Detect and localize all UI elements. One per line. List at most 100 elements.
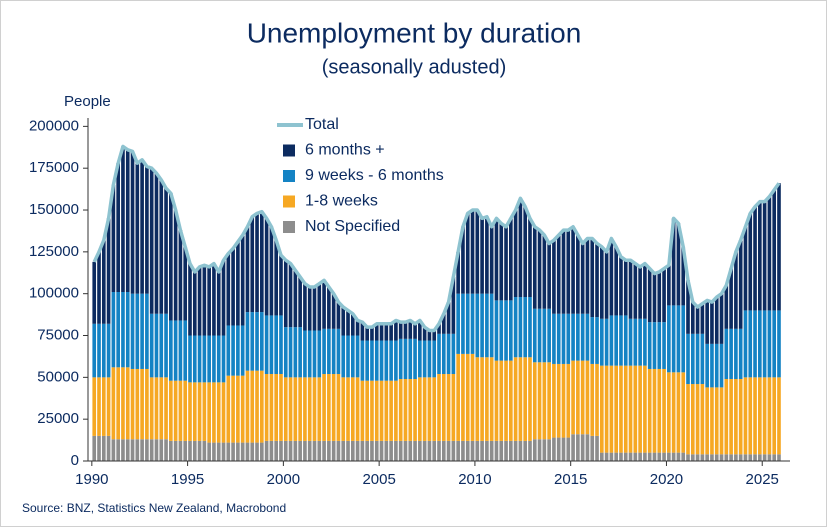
bar-segment [159, 313, 164, 378]
bar-segment [260, 442, 264, 461]
bar-segment [159, 439, 164, 461]
bar-segment [556, 313, 561, 364]
bar-segment [528, 218, 532, 298]
bar-segment [647, 322, 652, 369]
bar-segment [566, 437, 571, 461]
bar-segment [571, 313, 575, 361]
bar-segment [667, 265, 671, 306]
bar-segment [542, 439, 547, 461]
bar-segment [216, 271, 221, 336]
bar-segment [652, 368, 657, 453]
bar-segment [418, 377, 422, 441]
bar-segment [346, 335, 350, 378]
bar-segment [523, 206, 528, 298]
bar-segment [379, 380, 384, 441]
bar-segment [758, 454, 762, 461]
bar-segment [116, 163, 120, 293]
bar-segment [532, 226, 537, 309]
bar-segment [681, 305, 686, 373]
bar-segment [599, 246, 604, 319]
bar-segment [135, 439, 140, 461]
bar-segment [298, 276, 302, 328]
bar-segment [623, 365, 628, 453]
bar-segment [140, 159, 144, 294]
bar-segment [183, 246, 188, 321]
bar-segment [231, 375, 235, 443]
bar-segment [384, 440, 389, 461]
bar-segment [647, 368, 652, 453]
chart-title: Unemployment by duration [247, 17, 582, 48]
bar-segment [394, 440, 398, 461]
bar-segment [710, 343, 714, 388]
bar-segment [738, 454, 743, 461]
bar-segment [303, 377, 307, 441]
bar-segment [154, 377, 159, 440]
bar-segment [762, 201, 767, 311]
bar-segment [614, 452, 618, 461]
bar-segment [336, 328, 341, 374]
bar-segment [552, 363, 556, 438]
bar-segment [92, 261, 97, 324]
bar-segment [580, 243, 585, 314]
bar-segment [758, 377, 762, 455]
bar-segment [192, 440, 197, 461]
bar-segment [743, 310, 748, 378]
bar-segment [437, 323, 441, 334]
x-tick-label: 2025 [746, 471, 779, 488]
bar-segment [638, 318, 642, 366]
bar-segment [250, 442, 255, 461]
bar-segment [178, 380, 183, 441]
bar-segment [499, 360, 504, 441]
bar-segment [743, 377, 748, 455]
bar-segment [437, 333, 441, 374]
bar-segment [135, 163, 140, 294]
bar-segment [269, 226, 274, 316]
bar-segment [614, 315, 618, 366]
bar-segment [595, 243, 599, 318]
bar-segment [116, 367, 120, 440]
bar-segment [394, 320, 398, 341]
bar-segment [489, 293, 494, 358]
bar-segment [269, 440, 274, 461]
bar-segment [623, 260, 628, 316]
y-tick-label: 100000 [29, 285, 79, 302]
bar-segment [164, 439, 168, 461]
bar-segment [710, 454, 714, 461]
bar-segment [413, 323, 417, 339]
bar-segment [662, 322, 666, 369]
bar-segment [628, 365, 633, 453]
bar-segment [686, 454, 690, 461]
bar-segment [154, 439, 159, 461]
bar-segment [638, 266, 642, 319]
bar-segment [695, 333, 700, 385]
bar-segment [173, 320, 178, 381]
bar-segment [226, 442, 231, 461]
bar-segment [221, 442, 226, 461]
bar-segment [537, 439, 542, 461]
bar-segment [714, 297, 719, 344]
bar-segment [341, 307, 346, 336]
bar-segment [772, 377, 777, 455]
bar-segment [97, 251, 101, 324]
bar-segment [451, 333, 456, 374]
bar-segment [595, 317, 599, 364]
bar-segment [389, 440, 393, 461]
bar-segment [465, 293, 470, 354]
bar-segment [140, 439, 144, 461]
bar-segment [164, 188, 168, 314]
bar-segment [346, 310, 350, 336]
bar-segment [590, 435, 595, 461]
bar-segment [738, 240, 743, 329]
bar-segment [418, 320, 422, 341]
bar-segment [777, 310, 781, 378]
bar-segment [724, 379, 729, 455]
bar-segment [394, 340, 398, 381]
bar-segment [695, 454, 700, 461]
bar-segment [408, 379, 413, 441]
bar-segment [197, 335, 202, 383]
bar-segment [403, 322, 408, 339]
bar-segment [298, 440, 302, 461]
bar-segment [178, 440, 183, 461]
bar-segment [360, 322, 365, 341]
bar-segment [408, 320, 413, 339]
